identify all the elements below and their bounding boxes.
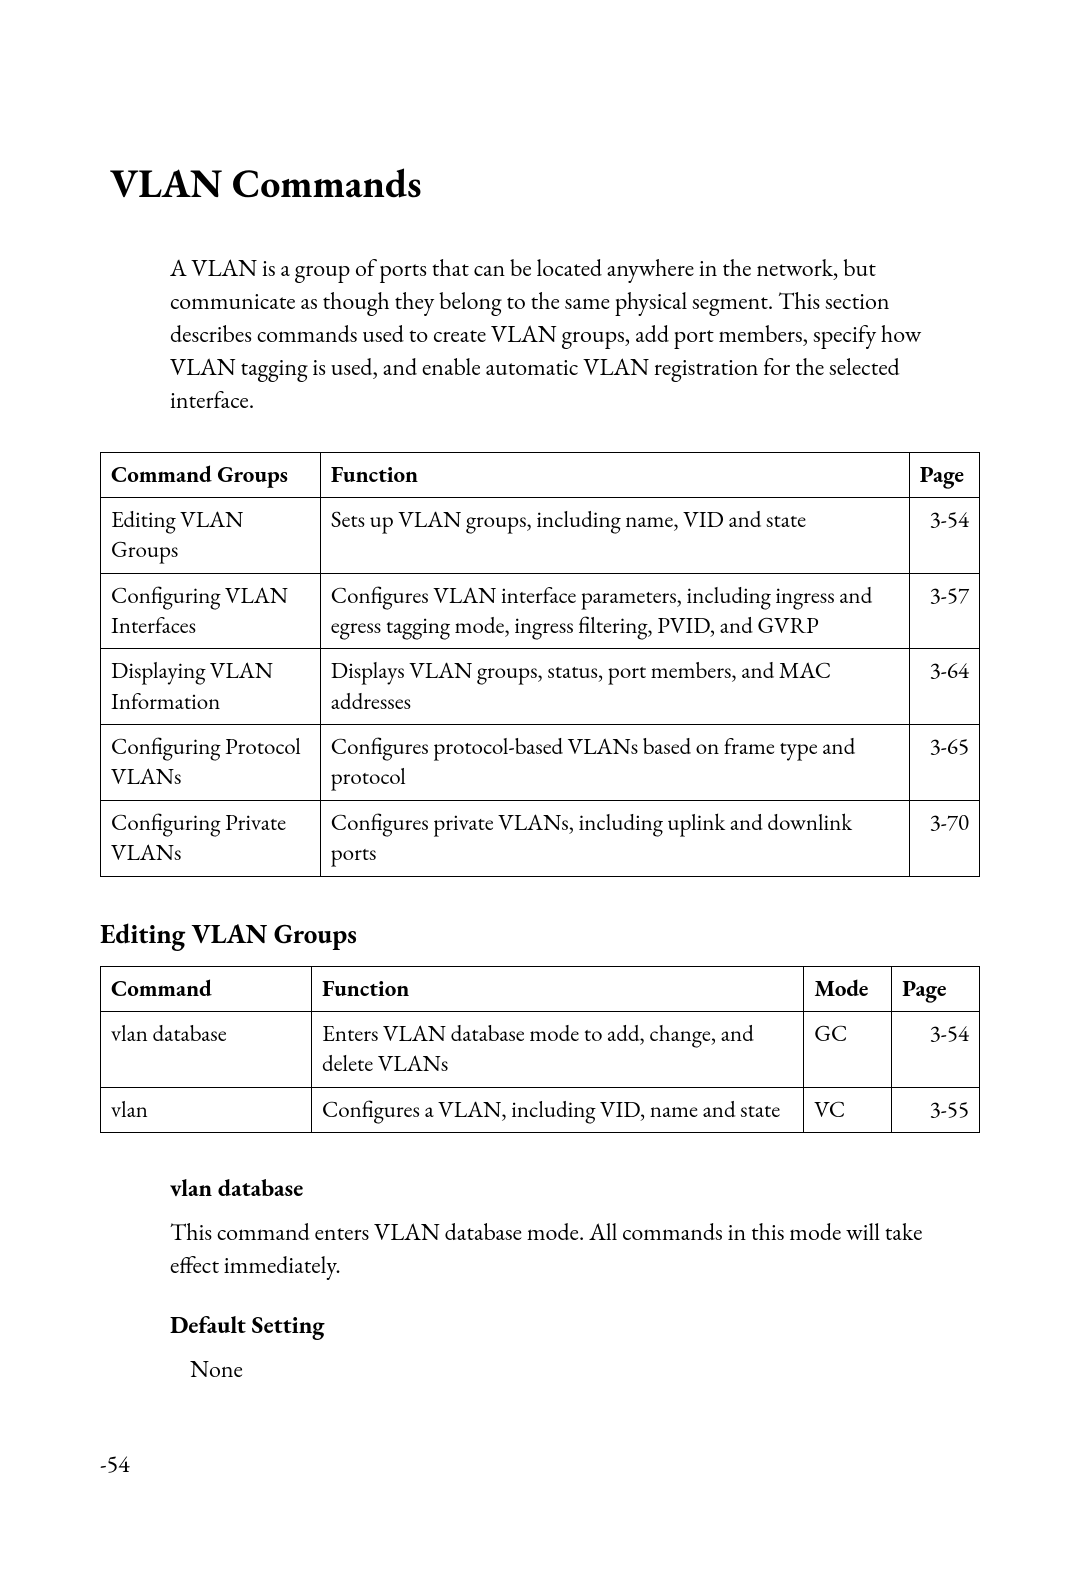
col-header: Mode [804, 966, 892, 1011]
table-cell: VC [804, 1087, 892, 1132]
table-header-row: Command Function Mode Page [101, 966, 980, 1011]
editing-vlan-groups-table: Command Function Mode Page vlan database… [100, 966, 980, 1133]
table-cell: GC [804, 1011, 892, 1087]
table-cell: Configuring Private VLANs [101, 800, 321, 876]
col-header: Page [892, 966, 980, 1011]
table-cell: 3-55 [892, 1087, 980, 1132]
subsection-heading: vlan database [170, 1173, 980, 1204]
table-cell: Configuring Protocol VLANs [101, 725, 321, 801]
table-row: Displaying VLAN InformationDisplays VLAN… [101, 649, 980, 725]
table-cell: Enters VLAN database mode to add, change… [311, 1011, 803, 1087]
col-header: Function [311, 966, 803, 1011]
table-cell: Configuring VLAN Interfaces [101, 573, 321, 649]
page-title: VLAN Commands [110, 160, 980, 206]
page-number: -54 [100, 1449, 130, 1480]
table-cell: Editing VLAN Groups [101, 497, 321, 573]
table-cell: 3-54 [892, 1011, 980, 1087]
col-header: Function [320, 452, 909, 497]
col-header: Command [101, 966, 312, 1011]
intro-paragraph: A VLAN is a group of ports that can be l… [170, 252, 930, 418]
body-paragraph: None [190, 1353, 950, 1386]
table-row: Configuring Protocol VLANsConfigures pro… [101, 725, 980, 801]
table-cell: 3-57 [909, 573, 979, 649]
table-cell: vlan [101, 1087, 312, 1132]
table-cell: 3-64 [909, 649, 979, 725]
table-cell: 3-54 [909, 497, 979, 573]
table-cell: Configures private VLANs, including upli… [320, 800, 909, 876]
table-header-row: Command Groups Function Page [101, 452, 980, 497]
section-heading: Editing VLAN Groups [100, 917, 980, 952]
table-row: Editing VLAN GroupsSets up VLAN groups, … [101, 497, 980, 573]
table-row: Configuring Private VLANsConfigures priv… [101, 800, 980, 876]
table-cell: vlan database [101, 1011, 312, 1087]
table-row: vlan databaseEnters VLAN database mode t… [101, 1011, 980, 1087]
table-row: vlanConfigures a VLAN, including VID, na… [101, 1087, 980, 1132]
table-row: Configuring VLAN InterfacesConfigures VL… [101, 573, 980, 649]
subsection-heading: Default Setting [170, 1310, 980, 1341]
col-header: Page [909, 452, 979, 497]
table-cell: 3-70 [909, 800, 979, 876]
document-page: VLAN Commands A VLAN is a group of ports… [0, 0, 1080, 1570]
command-groups-table: Command Groups Function Page Editing VLA… [100, 452, 980, 877]
table-cell: Sets up VLAN groups, including name, VID… [320, 497, 909, 573]
table-cell: Configures VLAN interface parameters, in… [320, 573, 909, 649]
table-cell: Displays VLAN groups, status, port membe… [320, 649, 909, 725]
col-header: Command Groups [101, 452, 321, 497]
body-paragraph: This command enters VLAN database mode. … [170, 1216, 930, 1282]
table-cell: Configures protocol-based VLANs based on… [320, 725, 909, 801]
table-cell: Displaying VLAN Information [101, 649, 321, 725]
table-cell: Configures a VLAN, including VID, name a… [311, 1087, 803, 1132]
table-cell: 3-65 [909, 725, 979, 801]
